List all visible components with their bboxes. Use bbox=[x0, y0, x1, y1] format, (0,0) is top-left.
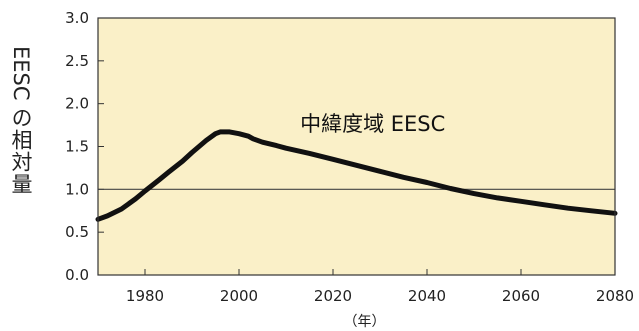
series-annotation: 中緯度域 EESC bbox=[300, 112, 445, 136]
y-tick-label: 1.0 bbox=[65, 180, 89, 198]
x-tick-label: 2060 bbox=[502, 287, 540, 305]
plot-area bbox=[98, 18, 615, 275]
y-axis-label-jp: の相対量 bbox=[9, 107, 33, 196]
x-tick-label: 2000 bbox=[220, 287, 258, 305]
x-tick-label: 1980 bbox=[126, 287, 164, 305]
y-tick-label: 1.5 bbox=[65, 138, 89, 156]
y-axis-label: EESC の相対量 bbox=[6, 46, 40, 195]
x-axis-label: （年） bbox=[344, 314, 386, 330]
y-tick-label: 2.0 bbox=[65, 95, 89, 113]
x-tick-label: 2040 bbox=[408, 287, 446, 305]
y-tick-label: 2.5 bbox=[65, 52, 89, 70]
y-tick-label: 3.0 bbox=[65, 9, 89, 27]
y-axis-label-latin: EESC bbox=[9, 46, 33, 108]
x-tick-label: 2080 bbox=[596, 287, 634, 305]
plot-frame bbox=[97, 17, 616, 276]
y-tick-label: 0.0 bbox=[65, 266, 89, 284]
x-tick-label: 2020 bbox=[314, 287, 352, 305]
series-line-eesc bbox=[95, 129, 618, 222]
y-tick-label: 0.5 bbox=[65, 223, 89, 241]
x-ticks: 1980 2000 2020 2040 2060 2080 bbox=[126, 269, 634, 305]
